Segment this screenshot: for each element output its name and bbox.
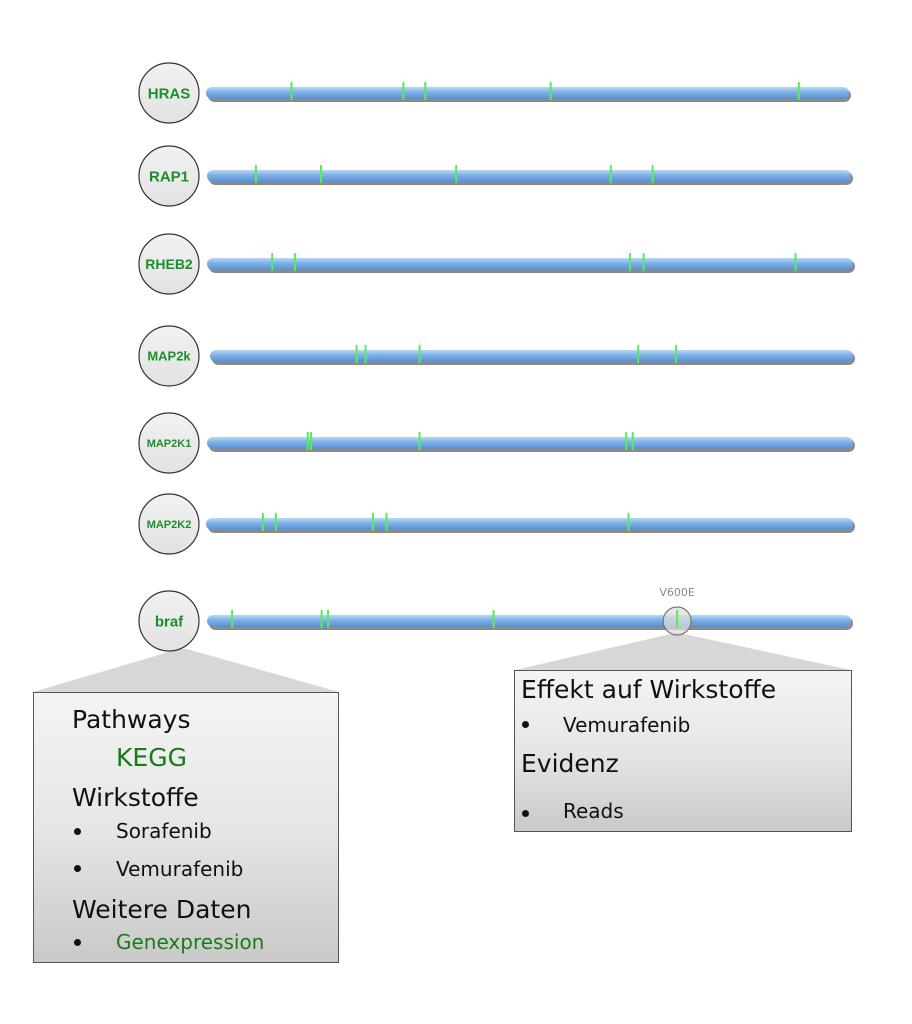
bullet-icon <box>74 828 81 835</box>
gene-row: HRAS <box>138 62 851 124</box>
bullet-icon <box>74 865 81 872</box>
gene-callout-wedge <box>33 649 339 692</box>
evidence-title: Evidenz <box>521 749 619 778</box>
gene-row: MAP2k <box>138 325 855 387</box>
highlight-label: V600E <box>659 586 695 599</box>
gene-label: MAP2k <box>147 349 191 364</box>
bullet-icon <box>74 939 81 946</box>
gene-label: HRAS <box>148 85 191 102</box>
pathways-title: Pathways <box>72 705 191 734</box>
gene-info-panel: Pathways KEGG Wirkstoffe Sorafenib Vemur… <box>33 692 339 963</box>
gene-label: MAP2K2 <box>147 519 192 531</box>
gene-track <box>207 437 853 449</box>
gene-node[interactable] <box>138 62 200 124</box>
bullet-icon <box>522 721 529 728</box>
gene-track <box>206 518 853 530</box>
gene-track <box>206 87 849 99</box>
more-data-title: Weitere Daten <box>72 895 252 924</box>
gene-node[interactable] <box>138 412 200 474</box>
callout-wedges <box>33 633 851 692</box>
gene-label: braf <box>155 613 184 630</box>
gene-row: MAP2K2 <box>138 493 855 555</box>
gene-row: RAP1 <box>138 145 853 207</box>
drug-item-vemurafenib: Vemurafenib <box>116 857 244 881</box>
gene-node[interactable] <box>138 145 200 207</box>
drug-item-sorafenib: Sorafenib <box>116 819 212 843</box>
gene-label: RAP1 <box>149 168 189 185</box>
gene-label: MAP2K1 <box>147 438 192 450</box>
bullet-icon <box>522 810 529 817</box>
gene-track <box>207 615 851 627</box>
gene-node[interactable] <box>138 493 200 555</box>
gene-row: MAP2K1 <box>138 412 855 474</box>
gene-node[interactable] <box>138 325 200 387</box>
gene-label: RHEB2 <box>145 256 193 272</box>
mutation-info-panel: Effekt auf Wirkstoffe Vemurafenib Eviden… <box>514 670 852 832</box>
effect-item-vemurafenib: Vemurafenib <box>563 713 691 737</box>
gene-row: RHEB2 <box>138 233 855 295</box>
gene-track <box>210 350 853 362</box>
drugs-title: Wirkstoffe <box>72 783 199 812</box>
gene-node[interactable] <box>138 233 200 295</box>
gene-node[interactable] <box>138 590 200 652</box>
gene-row: braf <box>138 590 853 652</box>
evidence-item-reads[interactable]: Reads <box>563 799 624 823</box>
effect-title: Effekt auf Wirkstoffe <box>521 675 777 704</box>
highlight-layer: V600E <box>659 586 695 636</box>
gene-tracks: HRAS RAP1 RHEB2 MAP2k MAP2K1 MAP2K2 braf <box>138 62 855 652</box>
genexpression-link[interactable]: Genexpression <box>116 930 265 954</box>
gene-track <box>207 258 853 270</box>
gene-track <box>207 170 851 182</box>
mutation-callout-wedge <box>515 633 851 670</box>
kegg-link[interactable]: KEGG <box>116 743 187 772</box>
